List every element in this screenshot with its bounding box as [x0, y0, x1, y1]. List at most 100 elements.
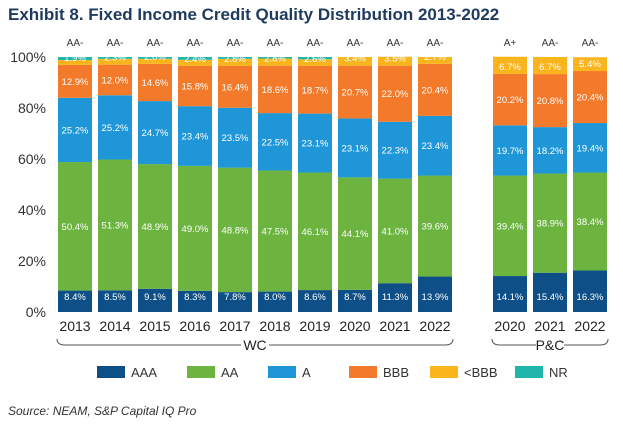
legend-swatch [187, 366, 215, 378]
group-label: P&C [536, 337, 565, 353]
data-label: 2.8% [224, 54, 246, 65]
data-label: 8.0% [264, 292, 286, 303]
bar-segment-ltbbb [298, 59, 332, 66]
bar-segment-ltbbb [138, 58, 172, 64]
data-label: 22.5% [262, 137, 289, 148]
data-label: 47.5% [262, 227, 289, 238]
bar-segment-a [493, 125, 527, 176]
y-axis: 0% 20% 40% 60% 80% 100% [10, 49, 46, 320]
bar-segment-a [418, 115, 452, 176]
avg-rating-label: AA- [387, 38, 404, 49]
data-label: 2.8% [264, 54, 286, 65]
legend-swatch [515, 366, 543, 378]
data-label: 18.6% [262, 85, 289, 96]
bar-segment-a [258, 113, 292, 171]
data-label: 2.7% [424, 52, 446, 63]
data-label: 15.8% [182, 82, 209, 93]
bar-segment-a [178, 106, 212, 166]
data-label: 23.5% [222, 133, 249, 144]
bar-segment-aa [338, 177, 372, 290]
bar-segment-aa [58, 162, 92, 291]
bar-segment-aaa [378, 283, 412, 312]
bar-segment-ltbbb [178, 59, 212, 66]
data-label: 39.4% [497, 221, 524, 232]
data-label: 2.0% [144, 52, 166, 63]
bar-segment-ltbbb [218, 58, 252, 66]
bar-segment-ltbbb [258, 58, 292, 66]
data-label: 48.8% [222, 225, 249, 236]
legend-label: BBB [383, 365, 409, 380]
avg-rating-label: AA- [427, 38, 444, 49]
avg-rating-label: AA- [542, 38, 559, 49]
data-label: 20.4% [422, 85, 449, 96]
bar-segment-a [533, 127, 567, 174]
bar-segment-nr [218, 57, 252, 59]
data-label: 49.0% [182, 224, 209, 235]
data-label: 44.1% [342, 229, 369, 240]
x-tick-label: 2013 [59, 318, 90, 334]
bars [58, 56, 607, 312]
data-label: 23.4% [182, 132, 209, 143]
data-label: 19.7% [497, 146, 524, 157]
bar-segment-aa [418, 175, 452, 277]
bar-segment-aa [98, 159, 132, 291]
bar-segment-bbb [298, 65, 332, 114]
bar-segment-aa [218, 167, 252, 293]
legend-label: AAA [131, 365, 157, 380]
data-label: 14.6% [142, 78, 169, 89]
bar-segment-aa [378, 178, 412, 284]
bar-segment-a [138, 101, 172, 165]
x-tick-label: 2020 [494, 318, 525, 334]
legend-label: AA [221, 365, 239, 380]
avg-rating-label: AA- [582, 38, 599, 49]
bar-segment-bbb [338, 65, 372, 119]
bar-segment-aa [138, 164, 172, 289]
x-tick-label: 2015 [139, 318, 170, 334]
bar-segment-ltbbb [573, 57, 607, 72]
data-label: 41.0% [382, 226, 409, 237]
legend-swatch [97, 366, 125, 378]
bar-segment-ltbbb [418, 57, 452, 64]
bar-segment-aaa [58, 290, 92, 312]
bar-segment-bbb [58, 64, 92, 98]
bar-segment-a [573, 123, 607, 173]
bar-segment-aaa [338, 289, 372, 312]
data-label: 8.3% [184, 292, 206, 303]
x-tick-label: 2020 [339, 318, 370, 334]
data-label: 12.9% [62, 77, 89, 88]
y-tick-label: 100% [10, 49, 46, 65]
avg-rating-label: AA- [267, 38, 284, 49]
legend-swatch [349, 366, 377, 378]
data-label: 6.7% [539, 62, 561, 73]
data-label: 23.1% [342, 143, 369, 154]
legend-label: NR [549, 365, 568, 380]
avg-rating-label: AA- [147, 38, 164, 49]
data-label: 15.4% [537, 292, 564, 303]
bar-segment-aa [258, 170, 292, 292]
data-label: 18.2% [537, 146, 564, 157]
group-label: WC [243, 337, 266, 353]
x-tick-label: 2022 [574, 318, 605, 334]
x-tick-label: 2019 [299, 318, 330, 334]
data-label: 19.4% [577, 143, 604, 154]
data-label: 16.3% [577, 292, 604, 303]
x-tick-label: 2017 [219, 318, 250, 334]
legend-label: A [302, 365, 311, 380]
bar-segment-aaa [298, 290, 332, 312]
data-label: 38.4% [577, 217, 604, 228]
group-bracket [56, 338, 454, 346]
chart-title: Exhibit 8. Fixed Income Credit Quality D… [8, 5, 500, 24]
bar-segment-aaa [218, 292, 252, 312]
data-label: 8.6% [304, 292, 326, 303]
avg-rating-label: AA- [227, 38, 244, 49]
bar-segment-bbb [533, 74, 567, 128]
bar-segment-nr [98, 57, 132, 59]
data-label: 25.2% [102, 123, 129, 134]
data-label: 25.2% [62, 125, 89, 136]
avg-rating-label: AA- [67, 38, 84, 49]
bar-segment-aaa [138, 288, 172, 312]
data-label: 51.3% [102, 220, 129, 231]
bar-segment-a [378, 121, 412, 179]
bar-segment-nr [58, 57, 92, 61]
x-tick-label: 2018 [259, 318, 290, 334]
